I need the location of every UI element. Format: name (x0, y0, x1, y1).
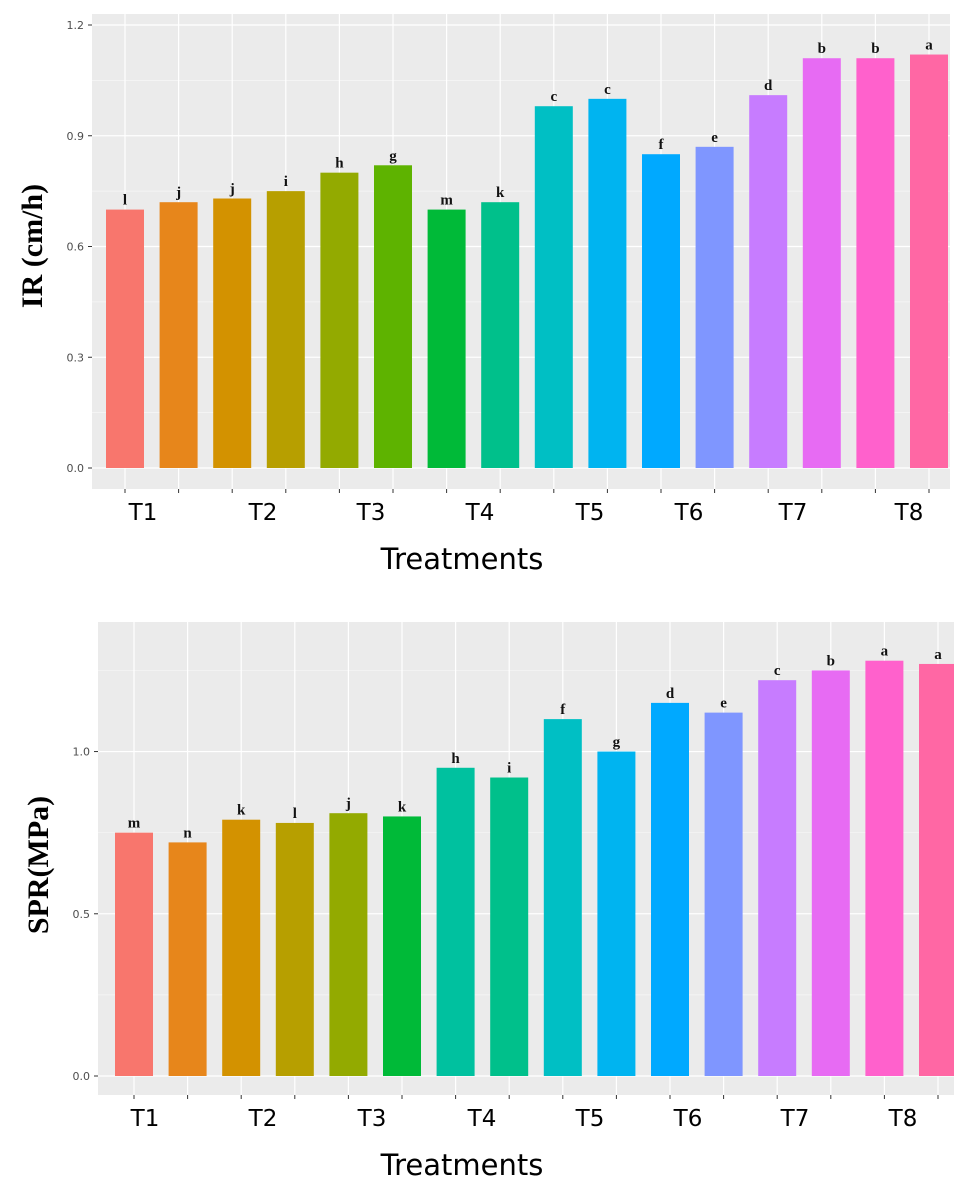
significance-letter: c (550, 89, 557, 105)
x-axis-label: Treatments (380, 1148, 544, 1178)
spr-chart: 0.0 0.5 1.0 m n k l j k h i f g d e c b a a T1 T2 T3 T4 T5 T6 T7 T… (22, 622, 954, 1178)
y-axis-label: IR (cm/h) (16, 184, 49, 308)
significance-letter: b (818, 41, 826, 57)
bar (651, 702, 689, 1076)
significance-letter: k (398, 799, 407, 815)
bar (749, 95, 788, 469)
significance-letter: b (827, 653, 835, 669)
significance-letter: i (284, 174, 288, 190)
bar (534, 106, 573, 468)
y-tick-label: 0.3 (67, 351, 85, 364)
bar (427, 209, 466, 469)
bar (811, 670, 850, 1076)
y-tick-label: 0.9 (67, 130, 85, 143)
x-tick-label: T1 (130, 1106, 160, 1132)
bar (597, 751, 636, 1076)
significance-letter: j (175, 185, 181, 201)
bar (856, 58, 895, 468)
bar (213, 198, 252, 468)
bar (115, 832, 153, 1076)
bar (159, 202, 198, 468)
significance-letter: m (128, 816, 141, 832)
x-axis-label: Treatments (380, 542, 544, 576)
x-tick-label: T3 (356, 500, 386, 526)
y-tick-label: 0.5 (73, 908, 91, 921)
x-tick-label: T7 (780, 1106, 810, 1132)
ir-chart: 0.0 0.3 0.6 0.9 1.2 l j j i h g m k c c f e d b b a T1 T2 T3 T4 T… (16, 14, 950, 576)
significance-letter: g (613, 735, 621, 751)
significance-letter: c (774, 663, 781, 679)
bar (543, 719, 582, 1076)
significance-letter: h (335, 156, 344, 172)
bar (374, 165, 412, 469)
y-tick-label: 0.0 (73, 1070, 91, 1083)
significance-letter: j (229, 182, 235, 198)
y-tick-label: 1.2 (67, 19, 85, 32)
bar (802, 58, 841, 468)
bar (910, 54, 948, 469)
significance-letter: l (293, 806, 297, 822)
significance-letter: k (237, 803, 246, 819)
significance-letter: e (711, 130, 718, 146)
x-tick-label: T3 (357, 1106, 387, 1132)
bar (275, 822, 314, 1076)
y-axis-label: SPR(MPa) (22, 796, 55, 934)
bar (481, 202, 520, 468)
significance-letter: m (440, 193, 453, 209)
significance-letter: a (934, 647, 942, 663)
bar (222, 819, 261, 1076)
significance-letter: a (925, 38, 933, 54)
significance-letter: j (345, 796, 351, 812)
significance-letter: e (720, 696, 727, 712)
bar (266, 191, 305, 468)
bar (436, 767, 475, 1076)
y-tick-label: 1.0 (73, 746, 91, 759)
x-tick-label: T8 (894, 500, 924, 526)
x-tick-label: T5 (575, 1106, 605, 1132)
significance-letter: g (389, 148, 397, 164)
bar (642, 154, 680, 469)
bar (704, 712, 743, 1076)
bar (758, 680, 797, 1076)
bar (919, 663, 954, 1076)
significance-letter: f (659, 137, 665, 153)
y-tick-label: 0.6 (67, 241, 85, 254)
significance-letter: a (881, 644, 889, 660)
bar (168, 842, 207, 1076)
significance-letter: d (666, 686, 675, 702)
x-tick-label: T2 (248, 1106, 278, 1132)
bar (106, 209, 144, 469)
x-tick-label: T6 (674, 500, 704, 526)
x-tick-label: T4 (465, 500, 495, 526)
significance-letter: i (507, 761, 511, 777)
significance-letter: b (871, 41, 879, 57)
bar (588, 98, 627, 468)
bar (320, 172, 359, 468)
significance-letter: l (123, 193, 127, 209)
significance-letter: k (496, 185, 505, 201)
bar (329, 813, 368, 1076)
x-tick-label: T2 (248, 500, 278, 526)
x-tick-label: T8 (888, 1106, 918, 1132)
significance-letter: c (604, 82, 611, 98)
bar (695, 146, 734, 468)
x-tick-label: T5 (575, 500, 605, 526)
significance-letter: n (183, 825, 192, 841)
significance-letter: f (560, 702, 566, 718)
significance-letter: h (451, 751, 460, 767)
significance-letter: d (764, 78, 773, 94)
bar (865, 660, 904, 1076)
x-tick-label: T7 (778, 500, 808, 526)
x-tick-label: T1 (128, 500, 158, 526)
bar (383, 816, 421, 1076)
x-tick-label: T4 (467, 1106, 497, 1132)
y-tick-label: 0.0 (67, 462, 85, 475)
bar (490, 777, 529, 1076)
x-tick-label: T6 (673, 1106, 703, 1132)
